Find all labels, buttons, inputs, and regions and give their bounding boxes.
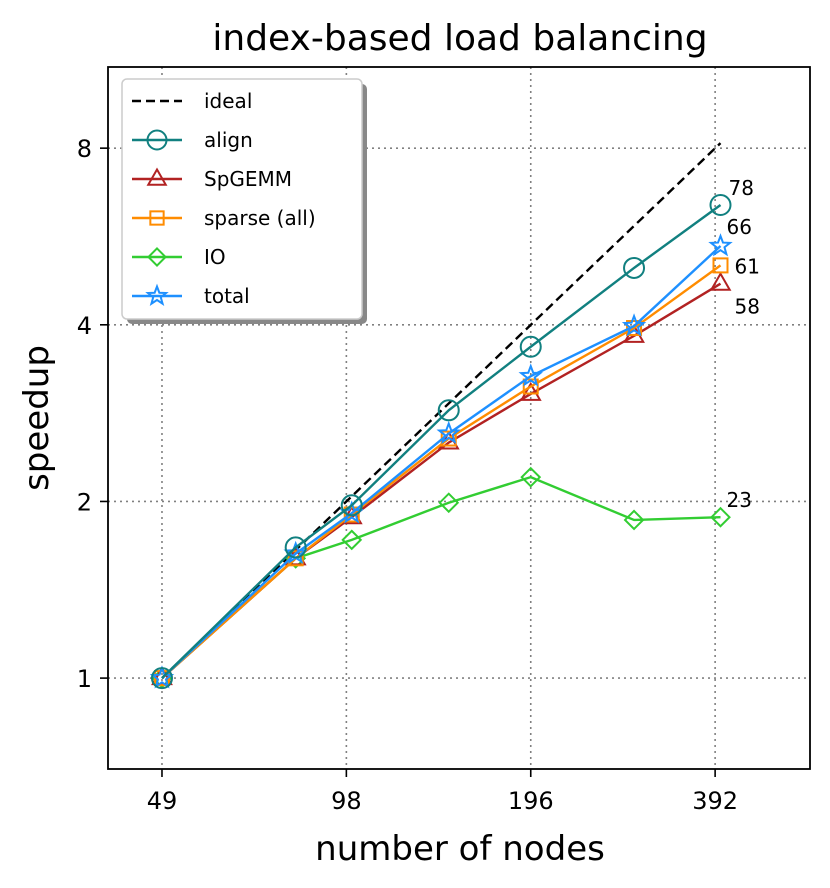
x-tick-label: 98 bbox=[331, 787, 362, 815]
series-align-point bbox=[340, 494, 363, 517]
series-total-point bbox=[149, 665, 175, 689]
legend-marker bbox=[149, 210, 165, 226]
series-group bbox=[149, 194, 733, 690]
legend-box bbox=[121, 78, 363, 320]
x-tick-label: 392 bbox=[692, 787, 738, 815]
end-label-io: 23 bbox=[726, 488, 751, 512]
y-tick-label: 4 bbox=[77, 312, 92, 340]
axis-ticks: 49 98 196 392 1 2 4 8 bbox=[77, 135, 738, 815]
y-tick-label: 2 bbox=[77, 488, 92, 516]
legend-marker bbox=[146, 167, 168, 186]
series-io-point bbox=[438, 492, 460, 514]
legend-entry-align: align bbox=[132, 128, 253, 152]
series-spgemm-point bbox=[709, 271, 732, 291]
series-total-point bbox=[436, 420, 461, 445]
series-io-point bbox=[341, 529, 363, 551]
end-label-align: 78 bbox=[728, 176, 753, 200]
legend-entry-spgemm: SpGEMM bbox=[132, 167, 292, 191]
ideal-line bbox=[161, 142, 722, 679]
legend-marker bbox=[147, 247, 167, 267]
series-sparse-all-point bbox=[626, 320, 643, 337]
series-align-point bbox=[709, 194, 732, 217]
series-spgemm-point bbox=[151, 666, 173, 686]
series-total-point bbox=[708, 233, 733, 257]
series-spgemm bbox=[151, 271, 732, 686]
end-label-total: 66 bbox=[726, 215, 751, 239]
end-labels: 78 58 61 23 66 bbox=[726, 176, 759, 512]
y-axis-label: speedup bbox=[17, 345, 57, 491]
series-align-point bbox=[150, 667, 173, 690]
legend-label: SpGEMM bbox=[204, 167, 292, 191]
series-align bbox=[150, 194, 732, 690]
legend-label: sparse (all) bbox=[204, 206, 316, 230]
series-io-point bbox=[710, 506, 731, 528]
series-io-point bbox=[623, 509, 645, 531]
y-tick-label: 8 bbox=[77, 135, 92, 163]
series-total-point bbox=[621, 313, 647, 337]
series-align-point bbox=[284, 536, 307, 559]
series-sparse-all-point bbox=[712, 257, 729, 274]
legend-entry-io: IO bbox=[132, 245, 226, 269]
series-sparse-all-point bbox=[287, 550, 304, 567]
legend-marker bbox=[146, 129, 168, 151]
series-align-line bbox=[161, 204, 722, 679]
ideal-line-path bbox=[161, 142, 722, 679]
legend-label: ideal bbox=[204, 89, 252, 113]
legend-label: align bbox=[204, 128, 253, 152]
legend-entry-ideal: ideal bbox=[132, 89, 252, 113]
end-label-spgemm: 58 bbox=[734, 295, 759, 319]
x-axis-label: number of nodes bbox=[315, 829, 605, 869]
chart-title: index-based load balancing bbox=[212, 18, 707, 59]
series-spgemm-point bbox=[519, 381, 542, 401]
plot-frame bbox=[107, 66, 811, 770]
x-tick-label: 49 bbox=[147, 787, 178, 815]
series-align-point bbox=[519, 335, 542, 358]
series-total-line bbox=[161, 245, 722, 679]
y-tick-label: 1 bbox=[77, 665, 92, 693]
x-tick-label: 196 bbox=[508, 787, 554, 815]
series-total bbox=[149, 233, 733, 689]
series-align-point bbox=[437, 399, 460, 422]
series-sparse-all-line bbox=[161, 264, 722, 679]
legend-entry-sparse-all: sparse (all) bbox=[132, 206, 316, 230]
series-io-point bbox=[520, 466, 542, 488]
legend-label: total bbox=[204, 284, 250, 308]
series-sparse-all-point bbox=[343, 506, 360, 523]
end-label-sparse-all: 61 bbox=[734, 254, 759, 278]
legend: ideal align SpGEMM sparse (all) IO total bbox=[121, 78, 367, 324]
legend-entry-total: total bbox=[132, 283, 250, 308]
legend-label: IO bbox=[204, 245, 226, 269]
series-io-line bbox=[161, 475, 721, 679]
series-total-point bbox=[518, 363, 543, 387]
series-align-point bbox=[623, 256, 646, 279]
legend-marker bbox=[145, 283, 169, 307]
